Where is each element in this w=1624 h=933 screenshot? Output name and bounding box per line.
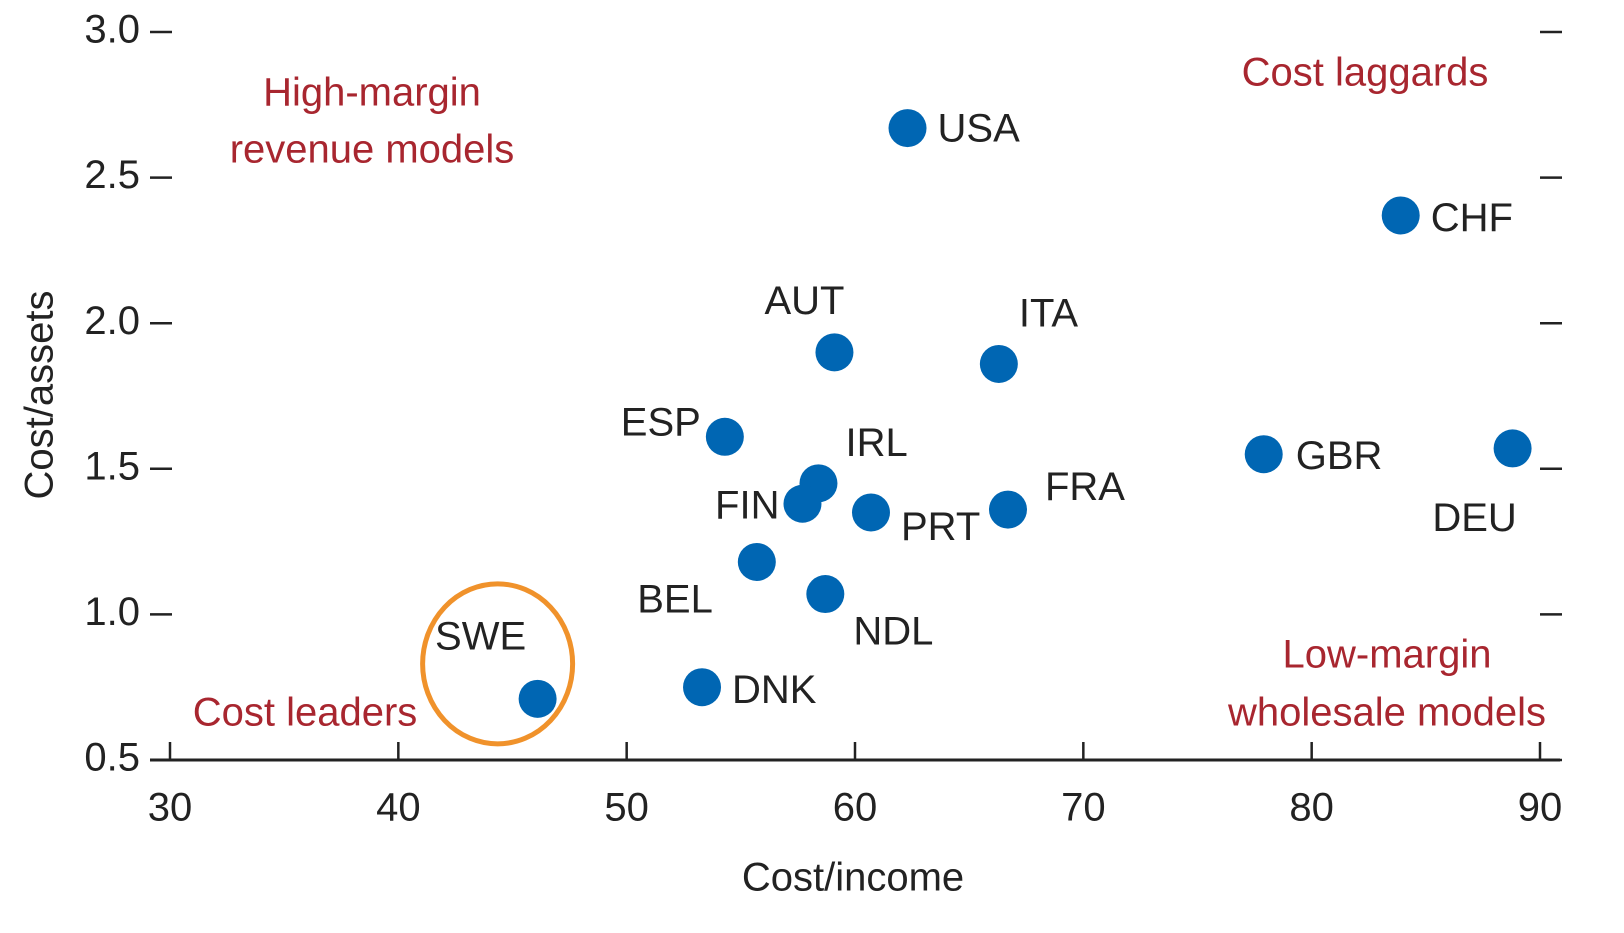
point (518, 679, 557, 718)
point (979, 344, 1018, 383)
annotation: Cost leaders (193, 691, 418, 735)
point (851, 493, 890, 532)
point-label: BEL (637, 578, 713, 622)
point-label: FRA (1045, 465, 1125, 509)
x-tick-label: 50 (604, 786, 649, 830)
point (888, 109, 927, 148)
y-tick-label: 3.0 (84, 8, 140, 52)
point-label: NDL (853, 610, 933, 654)
point (806, 575, 845, 614)
x-tick-label: 40 (376, 786, 421, 830)
annotation: wholesale models (1227, 691, 1546, 735)
y-axis-title: Cost/assets (18, 291, 62, 500)
point-label: ESP (621, 400, 701, 444)
point-label: USA (938, 107, 1021, 151)
annotation: Low-margin (1283, 633, 1492, 677)
point (815, 333, 854, 372)
x-tick-label: 60 (833, 786, 878, 830)
annotation: Cost laggards (1242, 51, 1489, 95)
x-tick-label: 70 (1061, 786, 1106, 830)
point (1381, 196, 1420, 235)
x-tick-label: 30 (148, 786, 193, 830)
point-label: AUT (764, 279, 844, 323)
point (705, 417, 744, 456)
point-label: IRL (845, 421, 907, 465)
y-tick-label: 1.5 (84, 444, 140, 488)
point (783, 484, 822, 523)
annotation: revenue models (230, 128, 515, 172)
point-label: ITA (1019, 292, 1079, 336)
x-axis-title: Cost/income (742, 856, 964, 900)
x-tick-label: 90 (1518, 786, 1563, 830)
point (737, 542, 776, 581)
y-tick-label: 0.5 (84, 736, 140, 780)
x-tick-label: 80 (1289, 786, 1334, 830)
point (988, 490, 1027, 529)
point (1244, 435, 1283, 474)
point-label: FIN (715, 483, 779, 527)
highlight-circle (420, 581, 576, 747)
y-tick-label: 1.0 (84, 590, 140, 634)
point-label: SWE (435, 614, 526, 658)
point (1493, 429, 1532, 468)
point (683, 668, 722, 707)
annotation: High-margin (263, 71, 481, 115)
point-label: PRT (901, 505, 980, 549)
point-label: DEU (1432, 496, 1516, 540)
point-label: GBR (1296, 434, 1383, 478)
y-tick-label: 2.5 (84, 153, 140, 197)
point-label: CHF (1431, 196, 1513, 240)
y-tick-label: 2.0 (84, 299, 140, 343)
point-label: DNK (732, 668, 817, 712)
